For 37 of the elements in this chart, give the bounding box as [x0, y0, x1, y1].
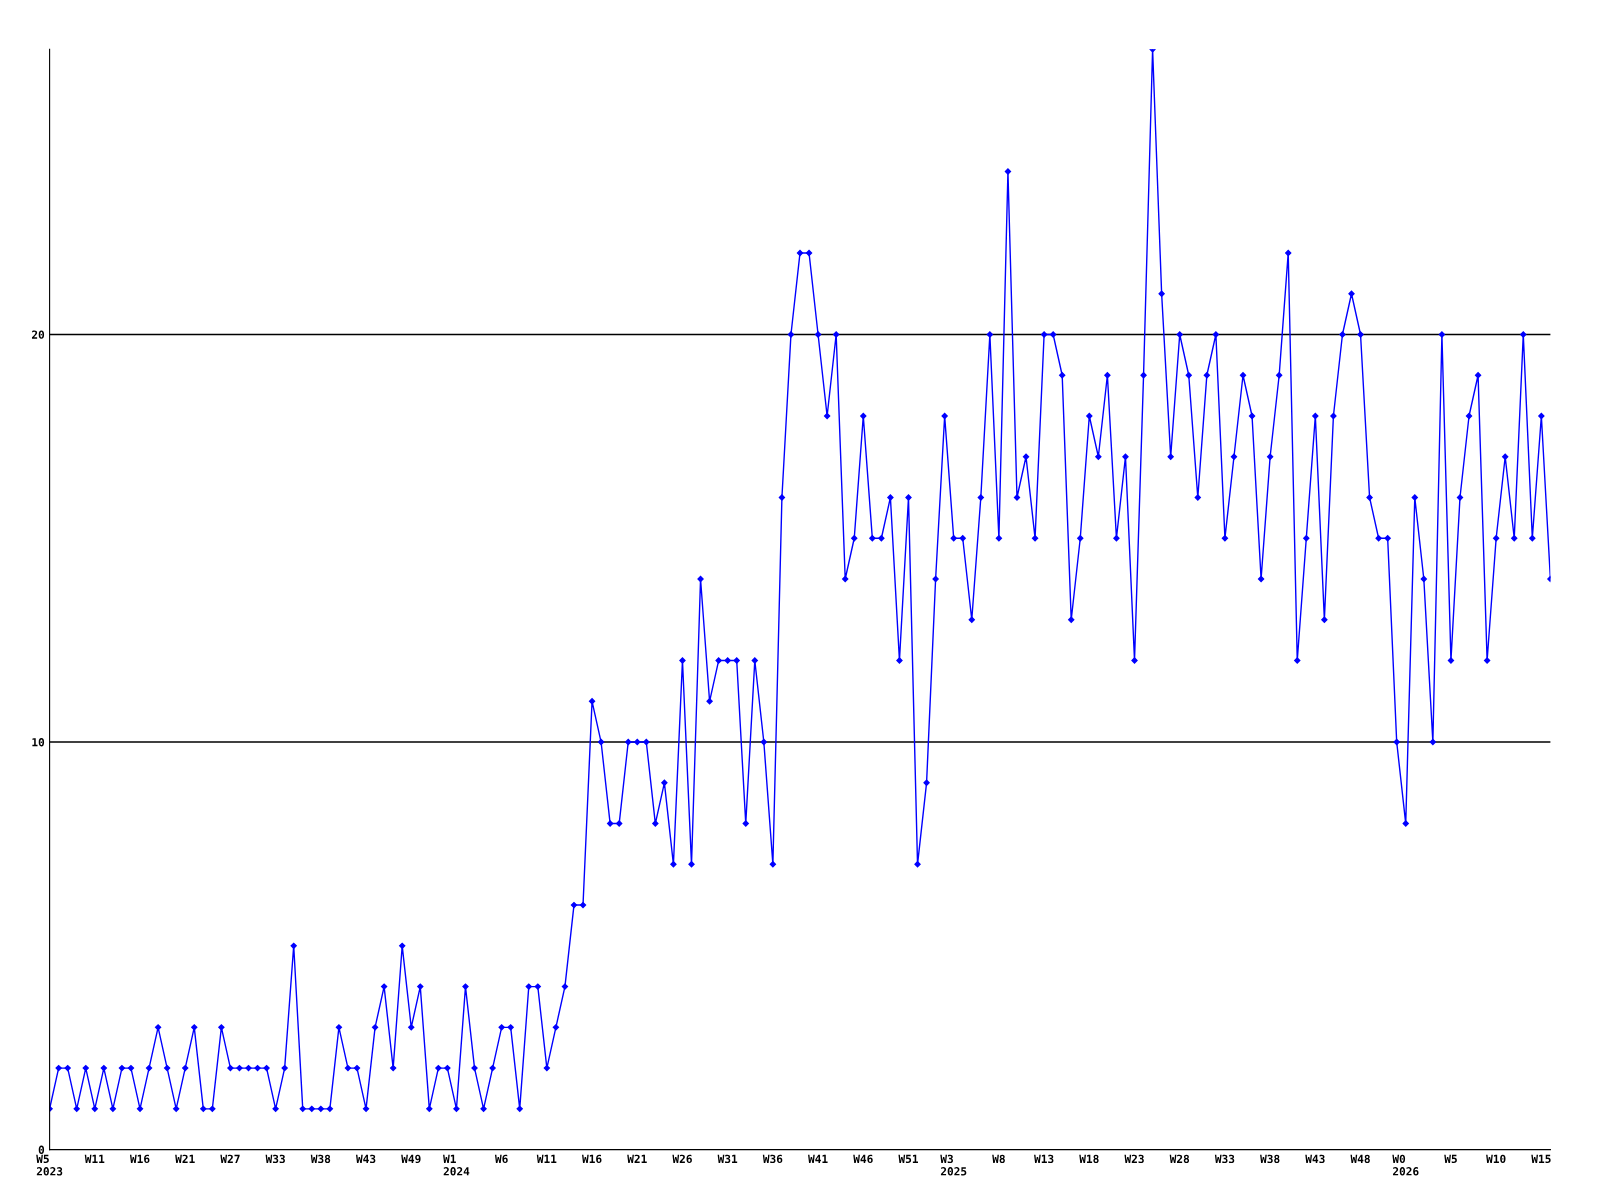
x-tick-label: W21	[175, 1154, 195, 1163]
x-tick-label: W16	[129, 1154, 150, 1164]
x-tick-label: W1 2024	[443, 1154, 470, 1176]
x-tick-label: W5	[1444, 1154, 1457, 1164]
x-tick-label: W23	[1124, 1154, 1144, 1164]
x-tick-label: W8	[992, 1154, 1005, 1164]
y-tick-label: 0	[38, 1145, 45, 1154]
x-tick-label: W18	[1079, 1154, 1099, 1164]
x-tick-label: W26	[672, 1154, 692, 1164]
x-tick-label: W48	[1350, 1154, 1370, 1164]
x-tick-label: W27	[220, 1154, 240, 1163]
x-tick-label: W36	[762, 1154, 783, 1164]
x-tick-label: W0 2026	[1392, 1154, 1419, 1176]
x-tick-label: W33	[265, 1154, 285, 1164]
x-tick-label: W16	[582, 1154, 602, 1164]
x-tick-label: W41	[808, 1154, 828, 1163]
x-tick-label: W49	[401, 1154, 421, 1164]
x-tick-label: W21	[627, 1154, 647, 1163]
x-tick-label: W38	[310, 1154, 331, 1164]
x-tick-label: W43	[356, 1154, 376, 1164]
x-tick-label: W43	[1305, 1154, 1325, 1164]
y-tick-label: 10	[32, 738, 45, 747]
x-tick-label: W10	[1486, 1154, 1506, 1164]
x-tick-label: W11	[84, 1154, 105, 1163]
x-tick-label: W51	[898, 1154, 918, 1164]
x-tick-label: W46	[853, 1154, 873, 1164]
x-tick-label: W6	[494, 1154, 508, 1164]
x-tick-label: W3 2025	[940, 1154, 967, 1176]
x-tick-label: W31	[717, 1154, 738, 1164]
x-tick-label: W11	[536, 1154, 557, 1163]
x-tick-label: W13	[1034, 1154, 1054, 1164]
y-tick-label: 20	[31, 330, 45, 339]
x-tick-label: W33	[1214, 1154, 1235, 1164]
x-tick-label: W15	[1531, 1154, 1551, 1164]
x-tick-label: W28	[1169, 1154, 1190, 1164]
x-tick-label: W38	[1260, 1154, 1280, 1164]
x-tick-label: W5 2023	[36, 1154, 63, 1176]
